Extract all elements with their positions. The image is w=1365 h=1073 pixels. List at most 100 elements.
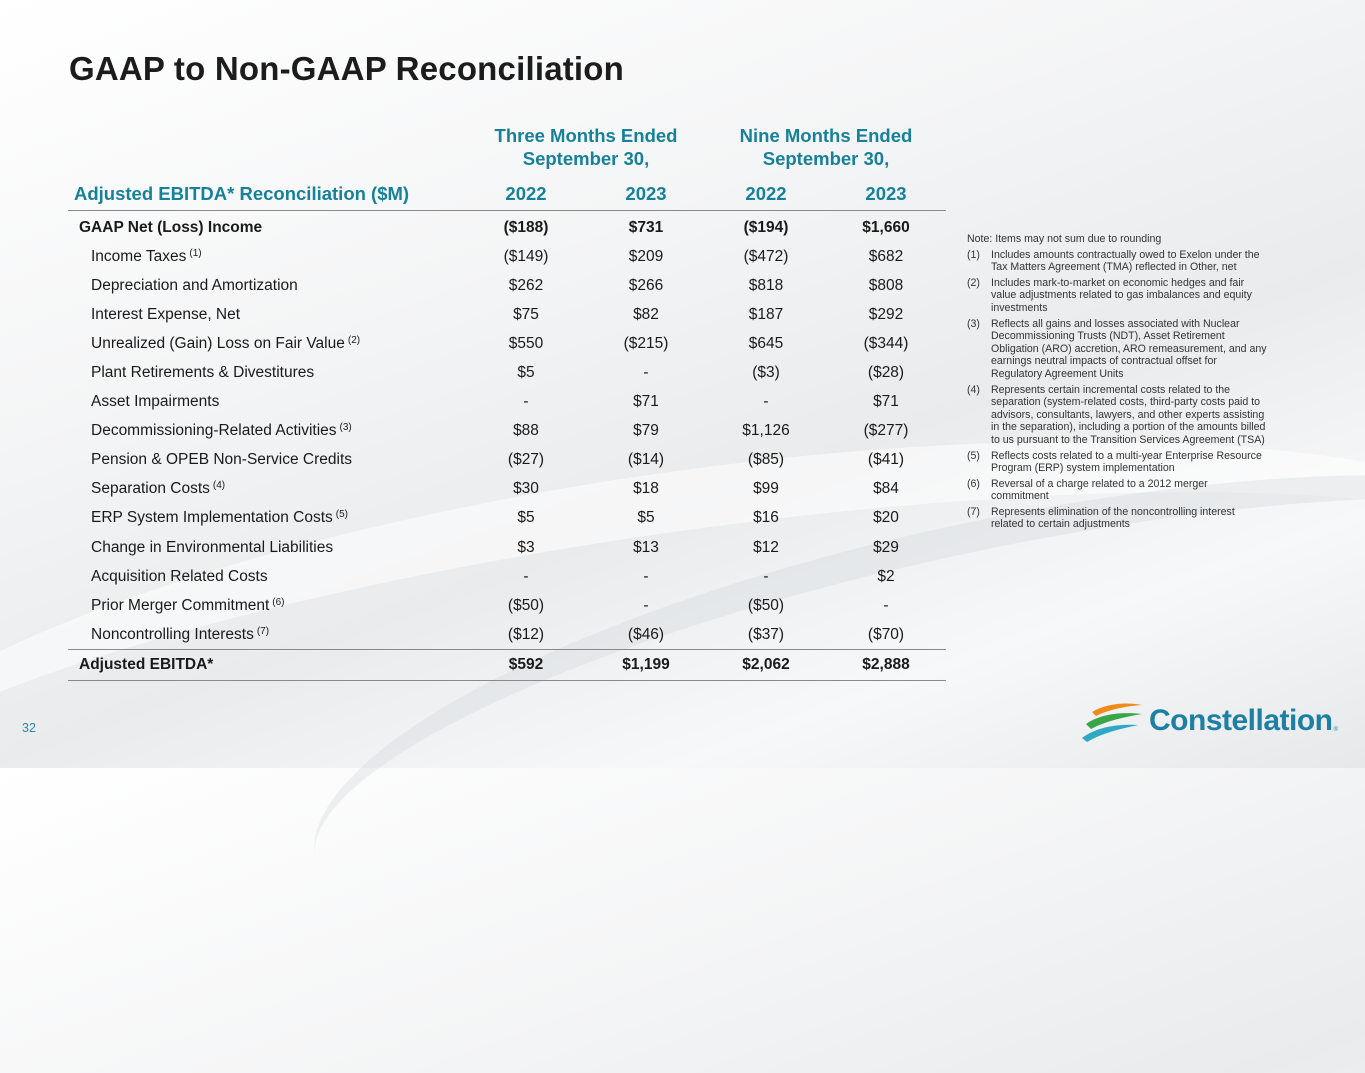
value-cell: $682 [868,247,904,265]
value-cell: - [643,596,649,614]
row-label: Decommissioning-Related Activities (3) [68,417,466,446]
value-cell: - [643,567,649,585]
value-cell: ($85) [747,451,785,469]
value-cell: $20 [873,509,899,527]
row-label-text: Separation Costs [91,480,210,498]
value-cell: ($344) [863,334,909,352]
table-row: Plant Retirements & Divestitures $5 - ($3) (… [68,358,946,387]
row-label-text: GAAP Net (Loss) Income [79,218,263,236]
value-cell: $82 [633,305,659,323]
footnote-number: (7) [967,505,980,518]
value-cell: ($28) [867,364,905,382]
footnote-text: Reflects costs related to a multi-year E… [991,449,1262,475]
footnote-reference: (5) [335,509,349,521]
registered-mark: ® [1333,727,1338,733]
row-label-text: Change in Environmental Liabilities [91,538,334,556]
footnote-number: (5) [967,449,980,462]
value-cell: - [523,393,529,411]
footnote-text: Represents elimination of the noncontrol… [991,505,1235,531]
value-cell: $29 [873,538,899,556]
row-label-text: Pension & OPEB Non-Service Credits [91,451,353,469]
value-cell: ($12) [507,625,545,643]
value-cell: $731 [628,218,664,236]
footnote-item: (4) Represents certain incremental costs … [967,384,1267,447]
row-label-text: Unrealized (Gain) Loss on Fair Value [91,334,345,352]
footnote-item: (1) Includes amounts contractually owed t… [967,249,1267,274]
value-cell: ($41) [867,451,905,469]
value-cell: $18 [633,480,659,498]
footnote-reference: (3) [339,422,352,434]
year-header: 2023 [586,178,706,211]
value-cell: $13 [633,538,659,556]
value-cell: $75 [513,305,539,323]
table-row: Noncontrolling Interests (7) ($12) ($46) ($3… [68,620,946,650]
table-row: Change in Environmental Liabilities $3 $13… [68,533,946,562]
table-row: Acquisition Related Costs - - - $2 [68,562,946,591]
row-label-text: Adjusted EBITDA* [79,656,214,674]
row-label-text: Decommissioning-Related Activities [91,422,337,440]
footnote-text: Reversal of a charge related to a 2012 m… [991,477,1208,503]
row-label-text: ERP System Implementation Costs [91,509,333,527]
three-months-header-line-1: Three Months Ended [494,125,678,146]
value-cell: $5 [517,509,535,527]
table-row: GAAP Net (Loss) Income ($188) $731 ($194) $1… [68,211,946,243]
nine-months-header: Nine Months Ended September 30, [706,114,946,178]
footnote-reference: (6) [272,596,285,608]
constellation-swoosh-logo-icon [1082,703,1142,742]
row-label-text: Interest Expense, Net [91,305,241,323]
row-label: Acquisition Related Costs [68,562,466,591]
row-label: Separation Costs (4) [68,475,466,504]
table-body: GAAP Net (Loss) Income ($188) $731 ($194) $1… [68,211,946,682]
row-label: Pension & OPEB Non-Service Credits [68,446,466,475]
slide-title: GAAP to Non-GAAP Reconciliation [69,50,625,87]
value-cell: ($149) [503,247,549,265]
row-label-text: Depreciation and Amortization [91,276,298,294]
table-row: Pension & OPEB Non-Service Credits ($27) (… [68,446,946,475]
row-label: Income Taxes (1) [68,242,466,271]
value-cell: ($472) [743,247,789,265]
value-cell: $71 [873,393,899,411]
row-label-text: Acquisition Related Costs [91,567,268,585]
value-cell: $5 [637,509,655,527]
value-cell: - [883,596,889,614]
empty-header-cell [68,114,466,178]
footnote-number: (1) [967,248,980,261]
row-label-text: Income Taxes [91,247,187,265]
table-row: Income Taxes (1) ($149) $209 ($472) $682 [68,242,946,271]
footnote-text: Reflects all gains and losses associated… [991,317,1267,380]
value-cell: ($27) [507,451,545,469]
column-header-row: Adjusted EBITDA* Reconciliation ($M) 202… [68,178,946,211]
notes-panel: Note: Items may not sum due to rounding … [967,233,1267,534]
value-cell: $84 [873,480,899,498]
rounding-note: Note: Items may not sum due to rounding [967,233,1162,245]
three-months-header-line-2: September 30, [522,148,650,169]
year-header: 2022 [466,178,586,211]
table-row: Unrealized (Gain) Loss on Fair Value (2) $… [68,329,946,358]
row-label-text: Asset Impairments [91,393,220,411]
value-cell: $5 [517,364,535,382]
value-cell: - [523,567,529,585]
value-cell: $262 [508,276,544,294]
row-label-text: Prior Merger Commitment [91,596,270,614]
row-label: Depreciation and Amortization [68,271,466,300]
footnote-item: (2) Includes mark-to-market on economic h… [967,277,1267,315]
value-cell: $88 [513,422,539,440]
table-row: Prior Merger Commitment (6) ($50) - ($50) - [68,591,946,620]
table-row: Decommissioning-Related Activities (3) $88… [68,417,946,446]
three-months-header: Three Months Ended September 30, [466,114,706,178]
footnote-text: Represents certain incremental costs rel… [991,383,1266,446]
value-cell: ($50) [747,596,785,614]
footnote-reference: (4) [212,480,226,492]
row-label-text: Plant Retirements & Divestitures [91,364,315,382]
value-cell: $3 [517,538,535,556]
row-label: Adjusted EBITDA* [68,649,466,682]
value-cell: $79 [633,422,659,440]
row-label-text: Noncontrolling Interests [91,625,254,643]
footnote-number: (2) [967,276,980,289]
value-cell: $187 [748,305,784,323]
value-cell: $2 [877,567,895,585]
value-cell: $16 [753,509,779,527]
value-cell: $292 [868,305,904,323]
value-cell: $1,199 [586,649,706,682]
footnote-item: (7) Represents elimination of the noncont… [967,506,1267,531]
